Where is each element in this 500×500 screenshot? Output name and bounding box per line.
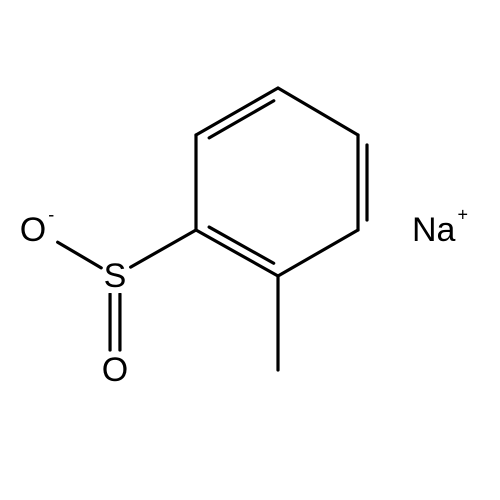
s-atom-label: S [104,257,127,295]
o-atom-label: O [102,351,128,389]
molecule-canvas: SO-ONa+ [0,0,500,500]
